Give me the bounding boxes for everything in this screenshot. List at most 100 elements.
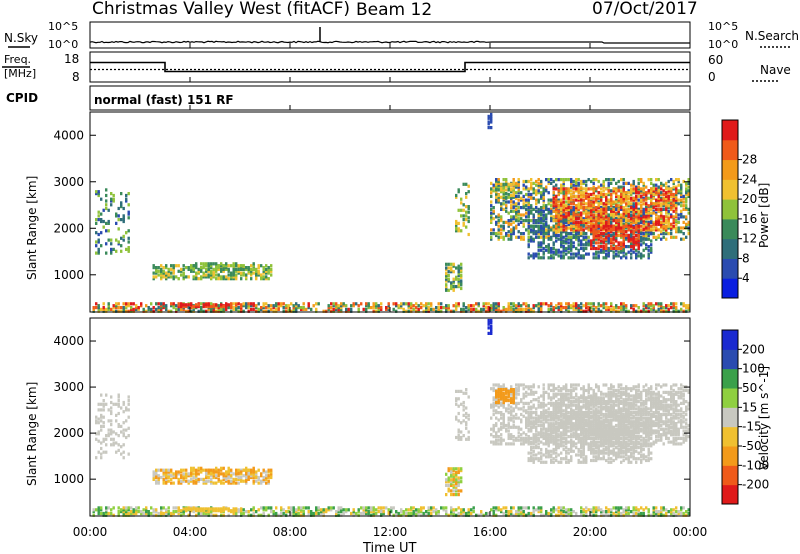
echo-cell <box>97 508 100 512</box>
echo-cell <box>232 477 235 481</box>
echo-cell <box>110 411 113 416</box>
echo-cell <box>260 307 263 311</box>
echo-cell <box>230 475 233 480</box>
echo-cell <box>395 304 398 308</box>
echo-cell <box>135 510 138 514</box>
echo-cell <box>152 510 155 514</box>
echo-cell <box>445 279 448 283</box>
echo-cell <box>517 189 520 193</box>
power-cbar-swatch <box>722 218 738 240</box>
echo-cell <box>182 511 185 516</box>
echo-cell <box>372 510 375 514</box>
echo-cell <box>167 269 170 273</box>
echo-cell <box>452 510 455 514</box>
echo-cell <box>632 189 635 193</box>
echo-cell <box>530 230 533 234</box>
echo-cell <box>505 309 508 313</box>
echo-cell <box>610 245 613 249</box>
echo-cell <box>100 419 103 423</box>
echo-cell <box>120 306 123 310</box>
echo-cell <box>137 510 140 514</box>
echo-cell <box>542 256 545 260</box>
echo-cell <box>260 277 263 281</box>
echo-cell <box>635 194 638 198</box>
echo-cell <box>615 194 618 198</box>
echo-cell <box>507 510 510 514</box>
echo-cell <box>302 506 305 510</box>
echo-cell <box>600 220 603 224</box>
echo-cell <box>577 217 580 221</box>
echo-cell <box>162 304 165 308</box>
echo-cell <box>207 470 210 474</box>
echo-cell <box>607 250 610 254</box>
echo-cell <box>527 206 530 210</box>
nave-tick-top: 60 <box>708 53 723 67</box>
echo-cell <box>265 481 268 485</box>
echo-cell <box>110 192 113 196</box>
echo-cell <box>587 226 590 230</box>
echo-cell <box>500 235 503 239</box>
echo-cell <box>537 217 540 221</box>
echo-cell <box>212 475 215 480</box>
echo-cell <box>635 196 638 200</box>
echo-cell <box>562 187 565 191</box>
echo-cell <box>610 189 613 193</box>
echo-cell <box>530 239 533 243</box>
echo-cell <box>165 477 168 481</box>
echo-cell <box>527 209 530 213</box>
echo-cell <box>195 507 198 511</box>
echo-cell <box>547 250 550 254</box>
echo-cell <box>250 475 253 480</box>
echo-cell <box>632 304 635 308</box>
echo-cell <box>657 219 660 223</box>
echo-cell <box>485 309 488 313</box>
echo-cell <box>427 513 430 517</box>
echo-cell <box>687 307 690 311</box>
echo-cell <box>125 435 128 440</box>
echo-cell <box>557 206 560 210</box>
echo-cell <box>642 192 645 197</box>
echo-cell <box>622 513 625 517</box>
echo-cell <box>212 275 215 279</box>
echo-cell <box>260 506 263 510</box>
echo-cell <box>477 302 480 306</box>
echo-cell <box>585 183 588 187</box>
echo-cell <box>182 264 185 268</box>
echo-cell <box>550 513 553 517</box>
echo-cell <box>632 243 635 247</box>
echo-cell <box>302 307 305 311</box>
echo-cell <box>550 246 553 251</box>
echo-cell <box>632 224 635 228</box>
echo-cell <box>590 246 593 251</box>
echo-cell <box>345 309 348 313</box>
echo-cell <box>200 309 203 313</box>
echo-cell <box>527 226 530 230</box>
echo-cell <box>592 252 595 256</box>
echo-cell <box>642 189 645 193</box>
echo-cell <box>657 215 660 219</box>
echo-cell <box>607 254 610 258</box>
echo-cell <box>280 508 283 512</box>
echo-cell <box>167 267 170 271</box>
echo-cell <box>637 309 640 313</box>
echo-cell <box>655 235 658 239</box>
echo-cell <box>140 511 143 516</box>
echo-cell <box>240 267 243 271</box>
echo-cell <box>682 194 685 198</box>
echo-cell <box>525 506 528 510</box>
echo-cell <box>400 304 403 308</box>
echo-cell <box>440 309 443 313</box>
echo-cell <box>600 239 603 243</box>
echo-cell <box>682 232 685 236</box>
echo-cell <box>630 204 633 208</box>
echo-cell <box>115 304 118 308</box>
echo-cell <box>620 185 623 189</box>
echo-cell <box>505 513 508 517</box>
echo-cell <box>95 192 98 196</box>
echo-cell <box>210 510 213 514</box>
echo-cell <box>687 178 690 182</box>
echo-cell <box>670 200 673 204</box>
echo-cell <box>650 230 653 234</box>
echo-cell <box>552 200 555 204</box>
echo-cell <box>350 511 353 516</box>
